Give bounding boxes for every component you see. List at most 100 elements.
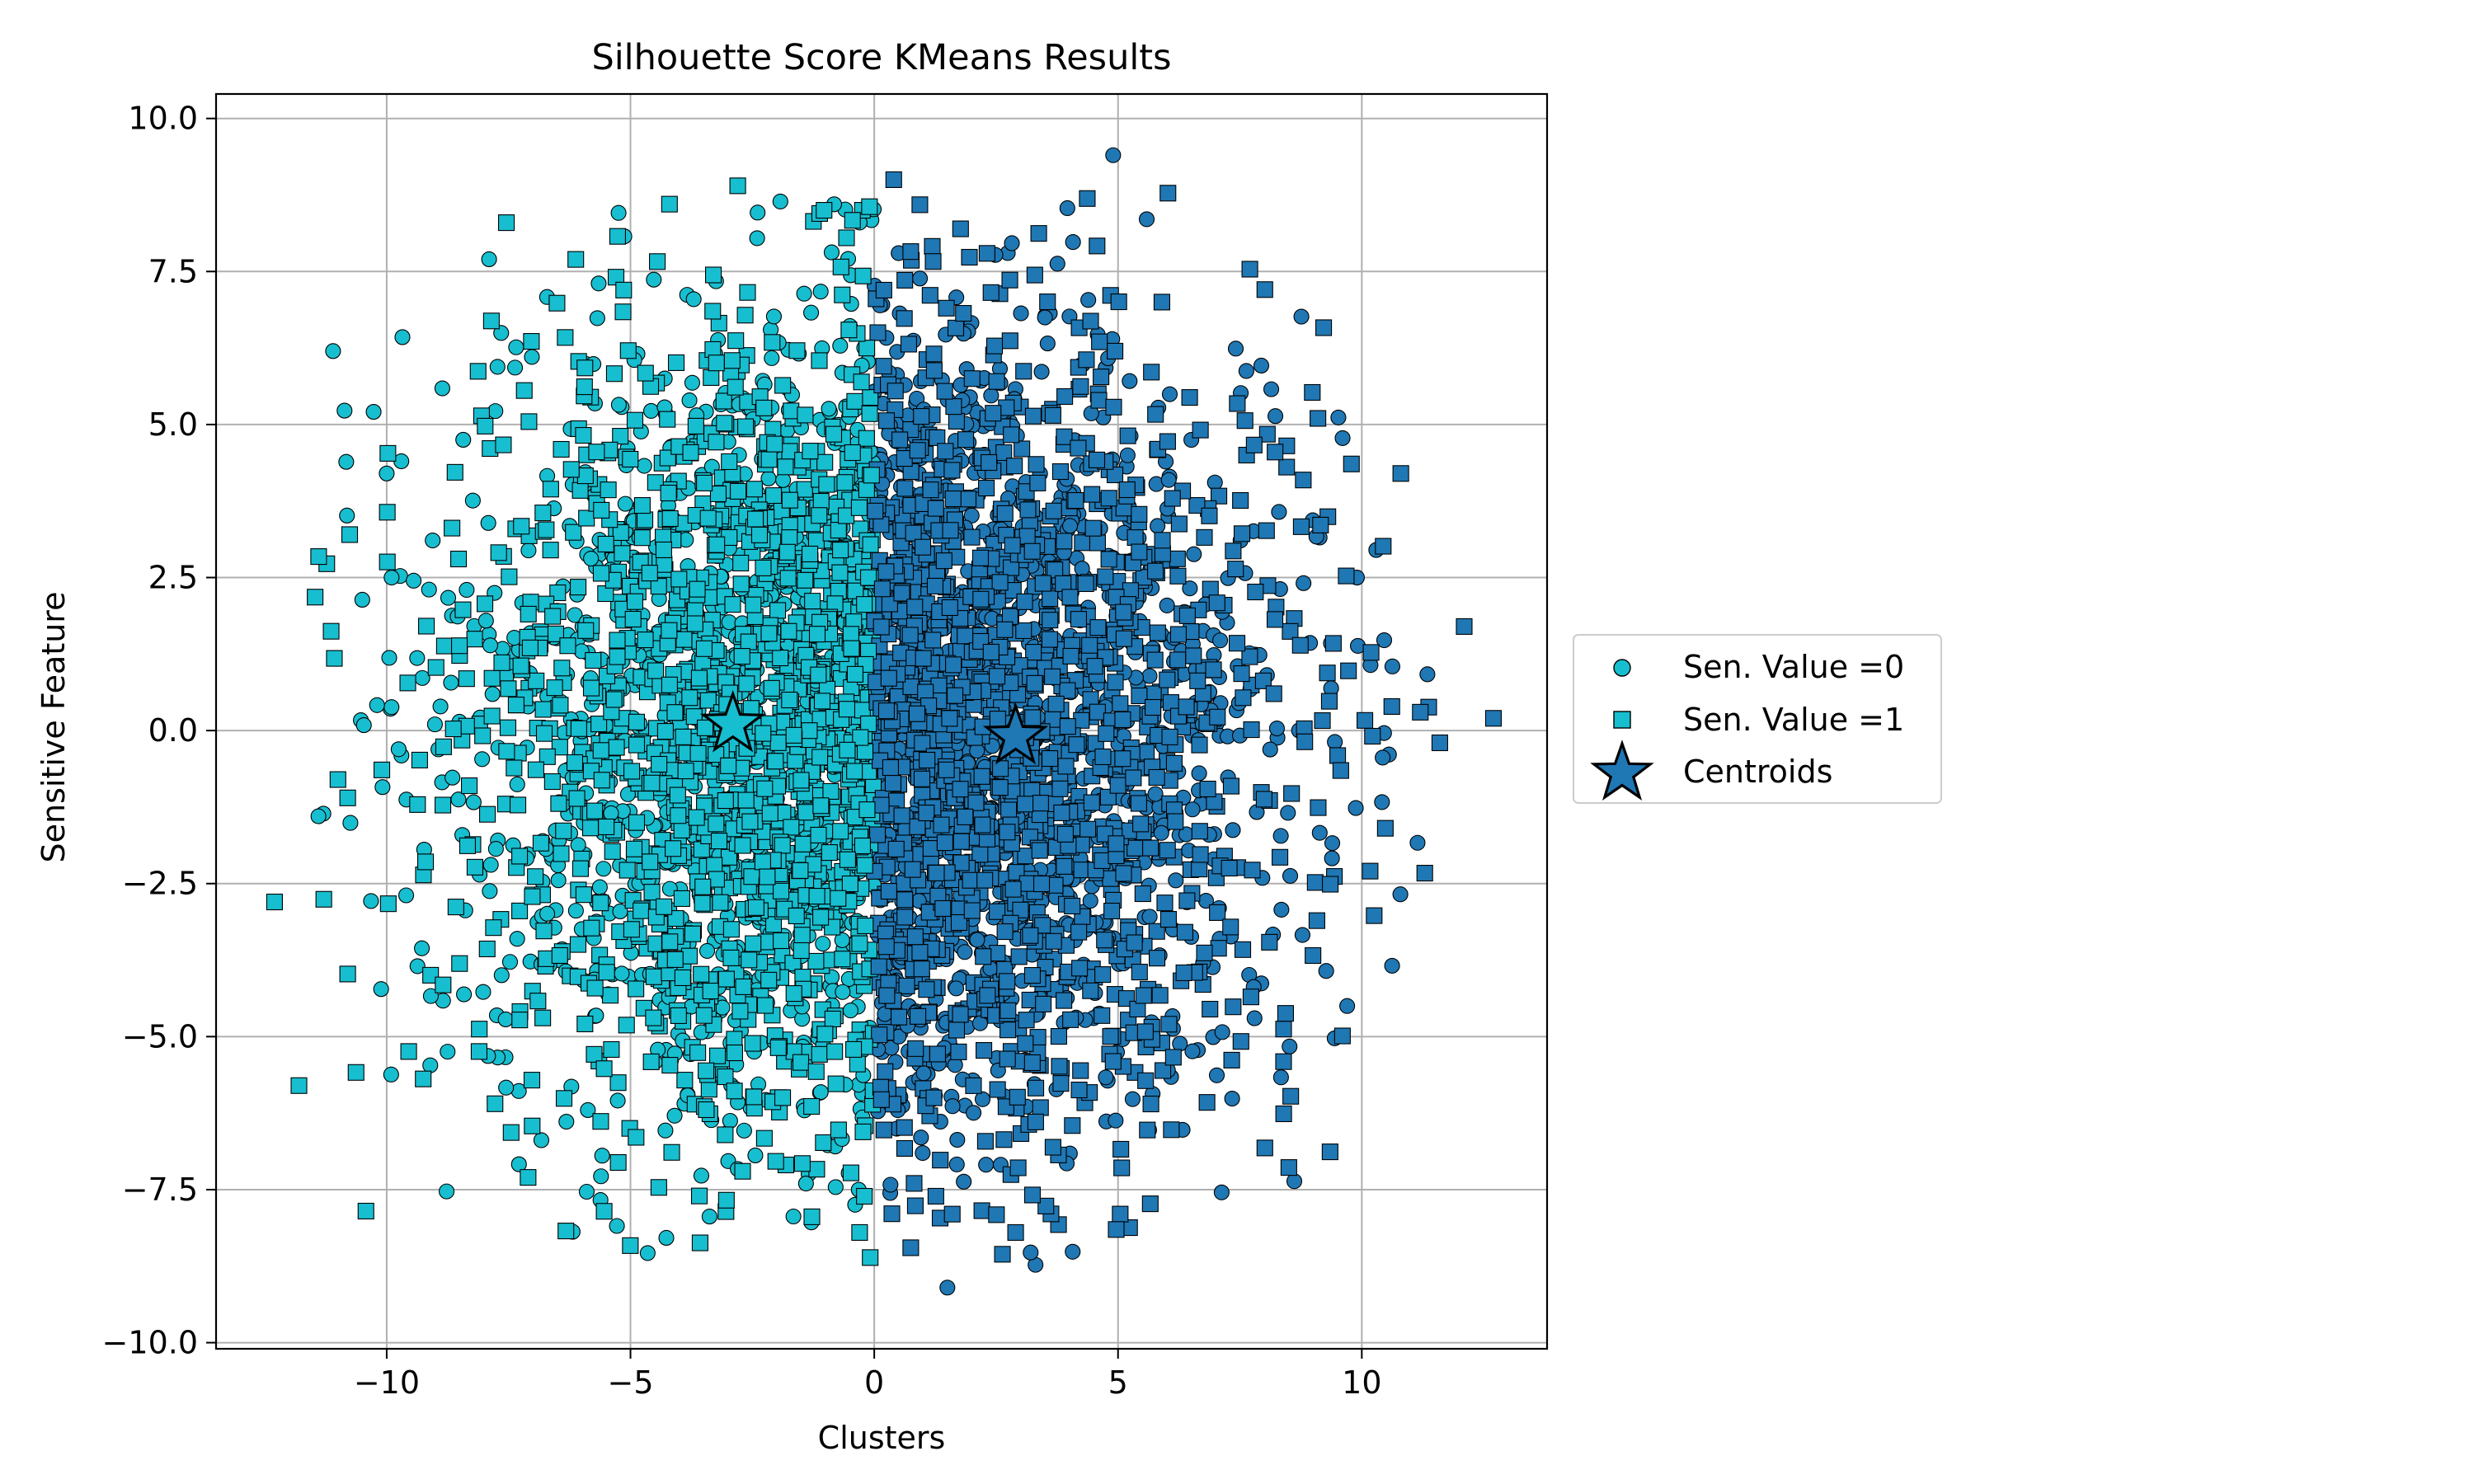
data-point-sen-1 [1223, 1051, 1240, 1068]
data-point-sen-1 [1089, 237, 1106, 255]
data-point-sen-1 [598, 964, 615, 981]
data-point-sen-1 [1375, 538, 1392, 555]
data-point-sen-0 [595, 861, 612, 877]
data-point-sen-0 [578, 1183, 595, 1200]
data-point-sen-1 [988, 668, 1006, 685]
data-point-sen-0 [487, 841, 504, 857]
data-point-sen-1 [1072, 1062, 1089, 1079]
data-point-sen-1 [1130, 795, 1147, 812]
data-point-sen-0 [969, 932, 985, 948]
data-point-sen-0 [443, 674, 459, 691]
data-point-sen-1 [1149, 624, 1166, 641]
data-point-sen-1 [470, 1043, 488, 1060]
data-point-sen-1 [1225, 542, 1242, 560]
data-point-sen-1 [415, 1070, 432, 1087]
data-point-sen-1 [1100, 551, 1117, 568]
data-point-sen-0 [339, 507, 355, 524]
data-point-sen-1 [1044, 668, 1061, 685]
data-point-sen-1 [717, 970, 735, 988]
data-point-sen-1 [1045, 932, 1062, 950]
data-point-sen-0 [948, 980, 965, 997]
data-point-sen-1 [548, 294, 566, 312]
data-point-sen-1 [1026, 266, 1043, 284]
data-point-sen-1 [870, 958, 887, 975]
data-point-sen-0 [567, 903, 584, 919]
data-point-sen-1 [1160, 1016, 1178, 1033]
data-point-sen-1 [999, 1021, 1017, 1039]
data-point-sen-1 [645, 968, 662, 985]
data-point-sen-1 [883, 1205, 901, 1223]
data-point-sen-1 [1018, 875, 1036, 892]
data-point-sen-1 [739, 284, 756, 301]
data-point-sen-0 [474, 751, 491, 768]
data-point-sen-1 [1210, 940, 1227, 957]
data-point-sen-1 [583, 919, 600, 937]
data-point-sen-1 [834, 286, 851, 303]
data-point-sen-1 [435, 738, 452, 755]
data-point-sen-0 [966, 1105, 982, 1121]
data-point-sen-0 [978, 1157, 995, 1173]
data-point-sen-1 [532, 834, 549, 852]
data-point-sen-0 [342, 815, 359, 831]
data-point-sen-0 [1324, 850, 1340, 866]
data-point-sen-1 [902, 1239, 920, 1256]
data-point-sen-1 [1131, 505, 1148, 523]
data-point-sen-1 [905, 1175, 923, 1192]
data-point-sen-1 [623, 763, 641, 780]
data-point-sen-1 [893, 807, 910, 824]
data-point-sen-1 [570, 579, 587, 596]
data-point-sen-1 [1147, 406, 1164, 423]
data-point-sen-1 [1134, 885, 1151, 903]
data-point-sen-0 [383, 569, 400, 586]
data-point-sen-1 [567, 251, 585, 268]
data-point-sen-0 [509, 776, 525, 792]
data-point-sen-1 [1019, 501, 1037, 519]
data-point-sen-1 [609, 1153, 627, 1172]
data-point-sen-1 [1202, 1000, 1219, 1018]
data-point-sen-1 [909, 442, 926, 459]
data-point-sen-0 [422, 988, 439, 1004]
data-point-sen-1 [871, 1026, 888, 1044]
data-point-sen-1 [1010, 948, 1028, 965]
data-point-sen-1 [1015, 622, 1032, 640]
data-point-sen-1 [844, 212, 861, 229]
data-point-sen-1 [1376, 819, 1394, 837]
data-point-sen-1 [1310, 799, 1327, 816]
data-point-sen-1 [1042, 590, 1059, 608]
data-point-sen-0 [1214, 1024, 1230, 1040]
data-point-sen-0 [493, 967, 510, 984]
data-point-sen-1 [1016, 593, 1033, 610]
data-point-sen-0 [383, 699, 400, 716]
data-point-sen-1 [1096, 932, 1113, 949]
data-point-sen-1 [942, 522, 959, 539]
data-point-sen-1 [500, 680, 517, 697]
data-point-sen-0 [550, 872, 567, 889]
data-point-sen-1 [1308, 912, 1325, 929]
data-point-sen-1 [651, 755, 668, 773]
data-point-sen-1 [650, 1179, 667, 1196]
data-point-sen-1 [585, 651, 602, 669]
data-point-sen-1 [1032, 875, 1051, 893]
data-point-sen-1 [633, 529, 651, 547]
data-point-sen-0 [827, 1179, 844, 1195]
data-point-sen-1 [451, 955, 468, 972]
data-point-sen-1 [944, 490, 962, 508]
data-point-sen-0 [821, 401, 837, 417]
data-point-sen-1 [1225, 998, 1242, 1016]
data-point-sen-1 [745, 596, 762, 613]
data-point-sen-1 [1032, 1099, 1049, 1116]
data-point-sen-1 [727, 332, 745, 350]
data-point-sen-0 [812, 1084, 829, 1101]
data-point-sen-1 [418, 618, 435, 635]
data-point-sen-1 [925, 362, 943, 379]
data-point-sen-0 [591, 879, 608, 895]
data-point-sen-1 [965, 1077, 982, 1094]
data-point-sen-0 [1159, 597, 1175, 613]
data-point-sen-1 [706, 857, 723, 874]
data-point-sen-1 [546, 679, 563, 697]
data-point-sen-1 [1078, 351, 1095, 369]
data-point-sen-1 [1333, 1027, 1351, 1045]
data-point-sen-1 [626, 411, 644, 429]
data-point-sen-1 [687, 417, 704, 434]
data-point-sen-1 [938, 761, 955, 778]
